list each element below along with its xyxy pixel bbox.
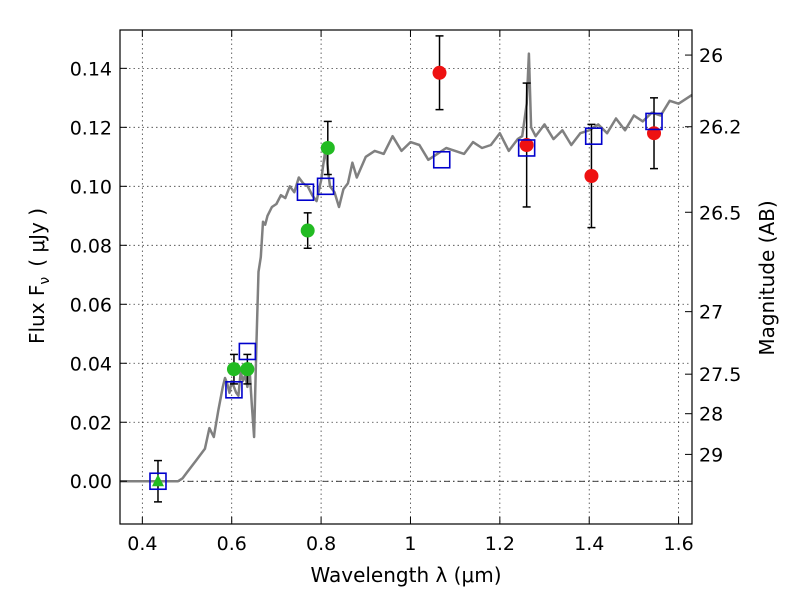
model-band-box — [645, 112, 663, 131]
right-tick-label: 27 — [699, 302, 723, 324]
right-tick-label: 27.5 — [699, 364, 741, 386]
y-axis-title-unit: ( μJy ) — [25, 208, 49, 267]
y-tick-label: 0.12 — [70, 117, 112, 139]
y-axis-title: Flux Fν ( μJy ) — [25, 208, 53, 344]
green-data-point — [240, 362, 255, 377]
x-tick-label: 0.8 — [306, 533, 336, 555]
right-axis-title: Magnitude (AB) — [755, 200, 779, 355]
y-tick-label: 0.00 — [70, 471, 112, 493]
model-band-box — [149, 472, 167, 491]
model-band-box — [584, 127, 603, 145]
green-data-point — [320, 140, 335, 155]
y-tick-label: 0.08 — [70, 235, 112, 257]
y-axis-title-main: Flux F — [25, 285, 49, 344]
triangle-data-point — [151, 474, 164, 487]
model-band-box — [296, 183, 315, 202]
x-tick-label: 1.4 — [574, 533, 604, 555]
grid-lines — [120, 30, 692, 524]
red-data-point — [584, 168, 599, 183]
right-tick-label: 29 — [699, 444, 723, 466]
y-tick-label: 0.06 — [70, 294, 112, 316]
y-tick-label: 0.04 — [70, 353, 112, 375]
y-tick-label: 0.02 — [70, 412, 112, 434]
model-spectrum-line — [120, 52, 693, 483]
model-band-box — [517, 139, 536, 157]
right-tick-label: 26.5 — [699, 202, 741, 224]
x-tick-label: 0.6 — [217, 533, 247, 555]
y-tick-label: 0.10 — [70, 176, 112, 198]
plot-frame — [119, 29, 693, 525]
right-tick-label: 26.2 — [699, 117, 741, 139]
right-tick-label: 28 — [699, 404, 723, 426]
x-tick-label: 0.4 — [127, 533, 157, 555]
x-tick-label: 1.2 — [485, 533, 515, 555]
x-tick-label: 1.6 — [663, 533, 693, 555]
y-axis-title-subscript: ν — [37, 277, 53, 285]
model-band-box — [316, 177, 335, 196]
y-tick-label: 0.14 — [70, 58, 112, 80]
green-data-point — [300, 223, 315, 238]
x-axis-title: Wavelength λ (μm) — [310, 563, 501, 587]
red-data-point — [432, 65, 447, 80]
model-band-box — [225, 381, 243, 399]
red-data-point — [647, 126, 662, 141]
model-band-box — [432, 150, 451, 169]
red-data-point — [519, 138, 534, 153]
plot-layer — [120, 35, 693, 503]
green-data-point — [226, 362, 241, 377]
x-tick-label: 1 — [404, 533, 416, 555]
axis-ticks: 0.4 0.6 0.8 1 1.2 1.4 1.6 0.00 0.02 0.04 0.06 0.08 0… — [70, 30, 741, 555]
right-tick-label: 26 — [699, 45, 723, 67]
model-band-box — [238, 342, 257, 361]
